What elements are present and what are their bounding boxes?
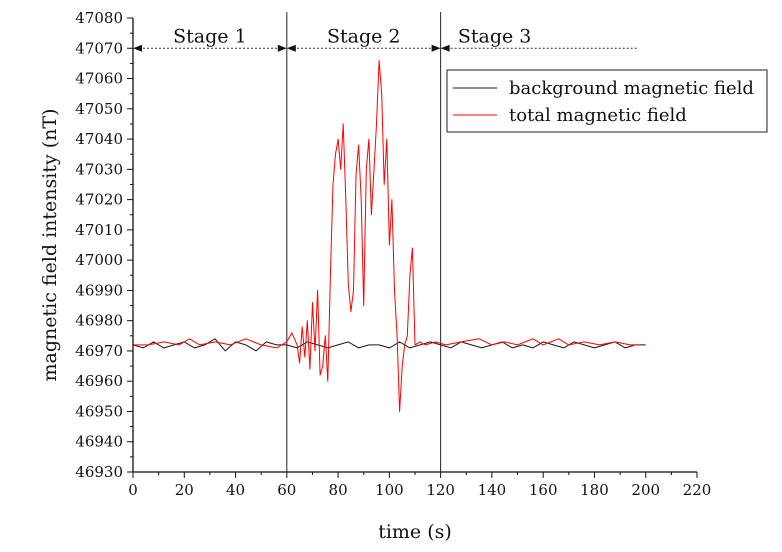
series-layer	[132, 59, 646, 412]
y-tick-label: 47060	[75, 70, 123, 88]
y-tick-label: 47040	[75, 130, 123, 148]
y-tick-label: 46970	[75, 342, 123, 360]
y-tick-label: 47030	[75, 160, 123, 178]
x-tick-label: 0	[128, 481, 138, 499]
stage-label: Stage 1	[173, 25, 247, 47]
y-ticks: 46930 46940 46950 46960 46970 46980 46990 47000…	[75, 9, 133, 481]
stage-arrow-head	[286, 44, 296, 52]
x-tick-label: 40	[226, 481, 245, 499]
y-tick-label: 46960	[75, 372, 123, 390]
stage-label: Stage 3	[458, 25, 532, 47]
series-line-total	[133, 59, 641, 412]
stage-arrow-head	[431, 44, 441, 52]
legend-box	[446, 69, 768, 133]
stage-labels: Stage 1 Stage 2 Stage 3	[173, 25, 531, 47]
x-tick-label: 180	[580, 481, 609, 499]
y-tick-label: 46950	[75, 402, 123, 420]
y-tick-label: 47080	[75, 9, 123, 27]
x-axis-title: time (s)	[378, 521, 452, 543]
y-tick-label: 47000	[75, 251, 123, 269]
y-tick-label: 46980	[75, 312, 123, 330]
y-axis-title: magnetic field intensity (nT)	[39, 109, 61, 382]
x-tick-label: 200	[631, 481, 660, 499]
y-tick-label: 46990	[75, 281, 123, 299]
y-tick-label: 47070	[75, 39, 123, 57]
legend-label-total: total magnetic field	[509, 105, 687, 126]
x-tick-label: 60	[277, 481, 296, 499]
y-tick-label: 47020	[75, 191, 123, 209]
x-tick-label: 80	[329, 481, 348, 499]
x-tick-label: 20	[175, 481, 194, 499]
stage-label: Stage 2	[327, 25, 401, 47]
x-ticks: 0 20 40 60 80 100 120 140 160 180 200 220	[128, 472, 711, 499]
x-tick-label: 100	[375, 481, 404, 499]
legend-label-background: background magnetic field	[509, 78, 754, 99]
x-tick-label: 220	[683, 481, 712, 499]
stage-arrows	[133, 44, 639, 52]
y-tick-label: 46940	[75, 433, 123, 451]
y-tick-label: 47050	[75, 100, 123, 118]
x-tick-label: 160	[529, 481, 558, 499]
stage-arrow-head	[133, 44, 142, 52]
x-tick-label: 140	[478, 481, 507, 499]
x-tick-label: 120	[426, 481, 455, 499]
stage-arrow-head	[277, 44, 287, 52]
stage-boundary-lines	[286, 12, 442, 472]
y-tick-label: 47010	[75, 221, 123, 239]
legend: background magnetic field total magnetic…	[446, 69, 768, 133]
stage-arrow-head	[440, 44, 450, 52]
y-tick-label: 46930	[75, 463, 123, 481]
